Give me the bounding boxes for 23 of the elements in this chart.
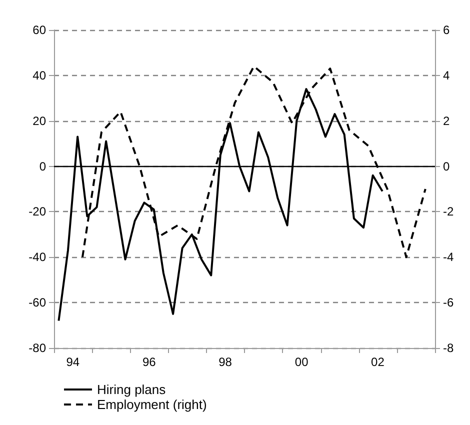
y2-tick-label: -8 [443, 341, 454, 355]
y2-tick-label: -6 [443, 296, 454, 310]
y-tick-label: -80 [28, 341, 46, 355]
y-tick-label: 40 [32, 68, 46, 82]
x-tick-label: 02 [371, 355, 385, 369]
y-tick-label: 0 [39, 159, 46, 174]
y2-tick-label: 4 [443, 68, 450, 82]
y2-tick-label: -2 [443, 204, 454, 219]
y-tick-label: -20 [28, 204, 46, 219]
y2-tick-label: -4 [443, 250, 454, 264]
x-tick-label: 98 [218, 355, 232, 369]
y-tick-label: -60 [28, 296, 46, 310]
legend-label: Hiring plans [97, 382, 166, 397]
x-tick-label: 94 [66, 355, 80, 369]
y-tick-label: 60 [32, 23, 46, 37]
y2-tick-label: 2 [443, 114, 450, 128]
y-tick-label: 20 [32, 114, 46, 128]
y2-tick-label: 0 [443, 159, 450, 174]
y-tick-label: -40 [28, 250, 46, 264]
x-tick-label: 00 [294, 355, 309, 369]
y2-tick-label: 6 [443, 23, 450, 37]
legend-label: Employment (right) [97, 397, 207, 412]
x-tick-label: 96 [142, 355, 156, 369]
